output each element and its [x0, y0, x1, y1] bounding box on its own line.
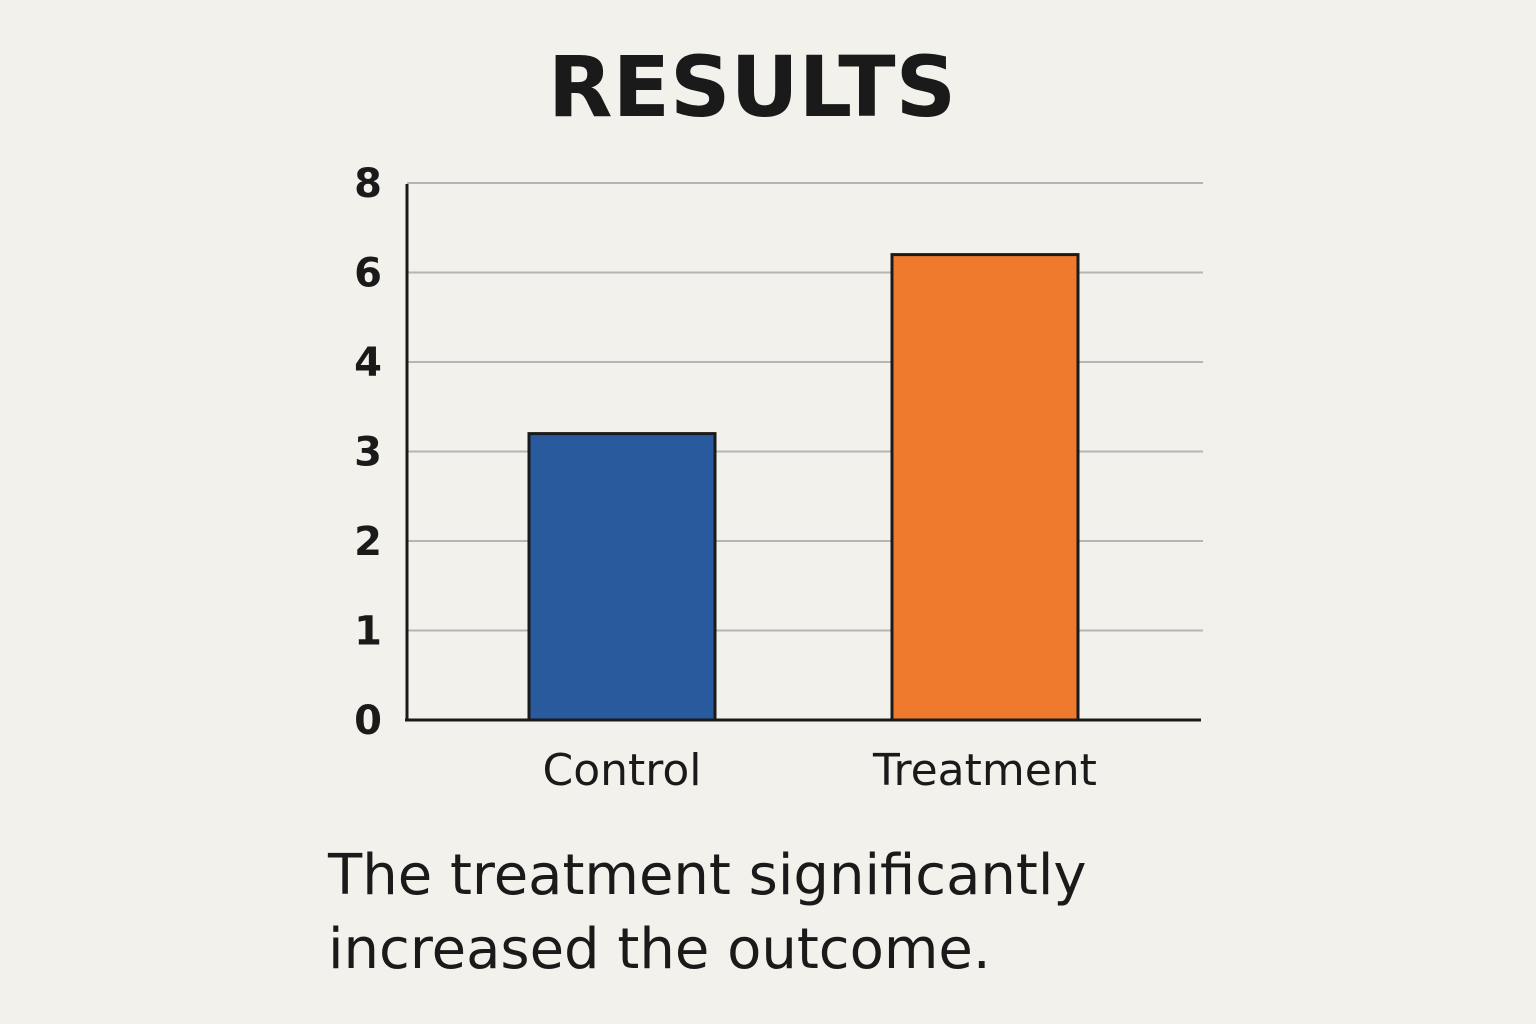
y-tick-label: 3: [354, 430, 382, 476]
y-tick-labels: 0 1 2 3 4 6 8: [354, 161, 382, 744]
y-tick-label: 2: [354, 519, 382, 565]
gridlines: [407, 182, 1203, 632]
bars: [527, 253, 1080, 722]
y-tick-label: 8: [354, 161, 382, 207]
axes: [405, 184, 1201, 722]
caption-line-2: increased the outcome.: [328, 917, 991, 982]
y-tick-label: 4: [354, 340, 382, 386]
chart-title: RESULTS: [548, 38, 956, 136]
x-category-labels: Control Treatment: [542, 745, 1096, 796]
x-category-label: Treatment: [872, 745, 1097, 796]
y-tick-label: 6: [354, 251, 382, 297]
caption-line-1: The treatment significantly: [327, 843, 1087, 908]
bar-control: [527, 432, 717, 722]
bar-treatment: [890, 253, 1080, 722]
y-tick-label: 0: [354, 698, 382, 744]
x-category-label: Control: [542, 745, 701, 796]
y-tick-label: 1: [354, 609, 382, 655]
